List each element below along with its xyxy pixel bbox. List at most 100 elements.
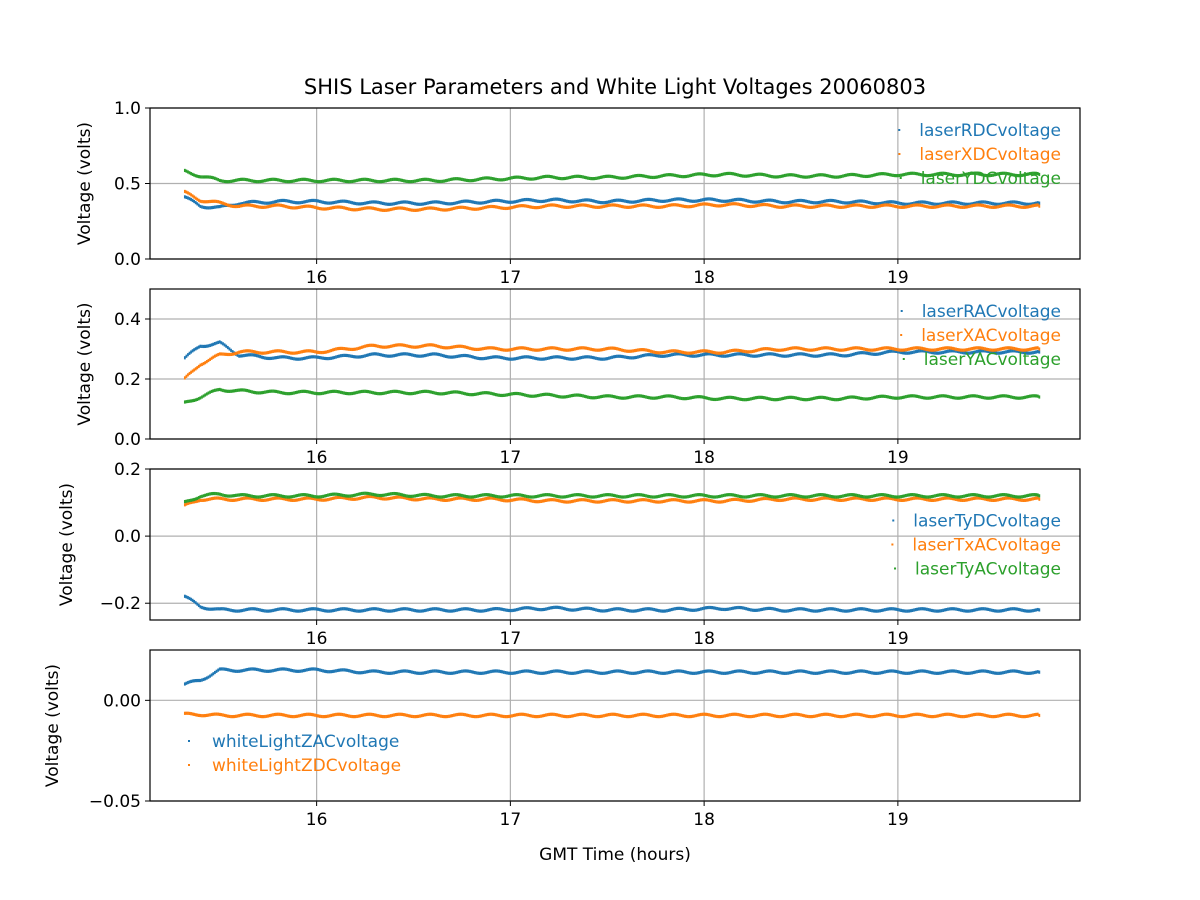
data-point [304,608,307,612]
data-point [438,179,441,184]
data-point [921,346,923,350]
data-point [580,175,583,179]
data-point [790,496,793,500]
data-point [798,198,801,203]
data-point [679,174,681,178]
data-point [595,200,597,204]
data-point [503,608,505,612]
data-point [349,207,352,212]
data-point [1013,396,1016,400]
data-point [793,496,796,500]
data-point [767,347,770,351]
data-point [892,497,894,501]
data-point [304,496,307,500]
data-point [687,174,689,178]
data-point [593,177,596,181]
data-point [719,173,722,177]
data-point [756,354,759,358]
data-point [380,353,383,357]
data-point [1006,493,1009,497]
data-point [467,392,470,397]
data-point [341,179,344,183]
data-point [241,388,244,392]
data-point [554,494,557,498]
data-point [420,344,423,348]
data-point [578,493,581,497]
data-point [863,497,865,501]
data-point [322,498,324,502]
data-point [535,394,538,398]
data-point [958,495,961,499]
data-point [1003,394,1006,398]
data-point [231,669,234,673]
data-point [317,498,320,502]
data-point [443,392,446,396]
data-point [309,667,312,671]
data-point [708,605,710,610]
data-point [360,491,363,496]
data-point [457,200,460,204]
data-point [809,494,812,499]
data-point [446,178,449,182]
data-point [782,201,785,205]
data-point [293,179,295,183]
data-point [722,500,725,504]
data-point [507,206,510,210]
data-point [488,346,491,350]
data-point [517,199,520,203]
data-point [729,353,731,358]
data-point [220,388,223,392]
data-point [754,349,757,353]
data-point [672,197,675,202]
data-point [218,204,221,209]
data-point [964,351,967,355]
x-tick-label: 16 [306,810,328,830]
data-point [974,608,977,612]
data-point [1027,205,1030,209]
data-point [730,202,733,206]
data-point [964,395,967,399]
data-point [410,392,413,396]
data-point [475,494,478,498]
data-point [202,677,205,682]
data-point [1038,347,1041,351]
data-point [842,348,844,352]
data-point [312,349,315,353]
data-point [283,355,286,359]
data-point [241,203,244,208]
data-point [352,493,355,498]
data-point [632,200,634,204]
data-point [412,201,415,206]
data-point [398,206,400,210]
data-point [565,348,568,352]
data-point [693,199,696,203]
data-point [782,348,785,352]
data-point [658,609,660,613]
data-point [803,347,806,351]
data-point [370,343,373,347]
data-point [323,356,326,361]
data-point [394,491,397,496]
data-point [267,205,270,209]
data-point [877,497,880,501]
data-point [577,393,580,397]
data-point [449,345,452,350]
data-point [220,667,223,671]
data-point [260,351,263,355]
data-point [827,174,830,178]
data-point [464,607,467,611]
data-point [787,347,789,351]
data-point [950,346,953,350]
data-point [598,609,601,613]
data-point [301,200,303,205]
data-point [869,495,872,499]
data-point [693,493,696,497]
data-point [619,495,622,499]
data-point [729,395,731,399]
data-point [926,495,928,499]
data-point [205,498,208,502]
data-point [520,346,523,350]
data-point [218,667,221,671]
data-point [341,391,344,395]
data-point [682,495,685,499]
